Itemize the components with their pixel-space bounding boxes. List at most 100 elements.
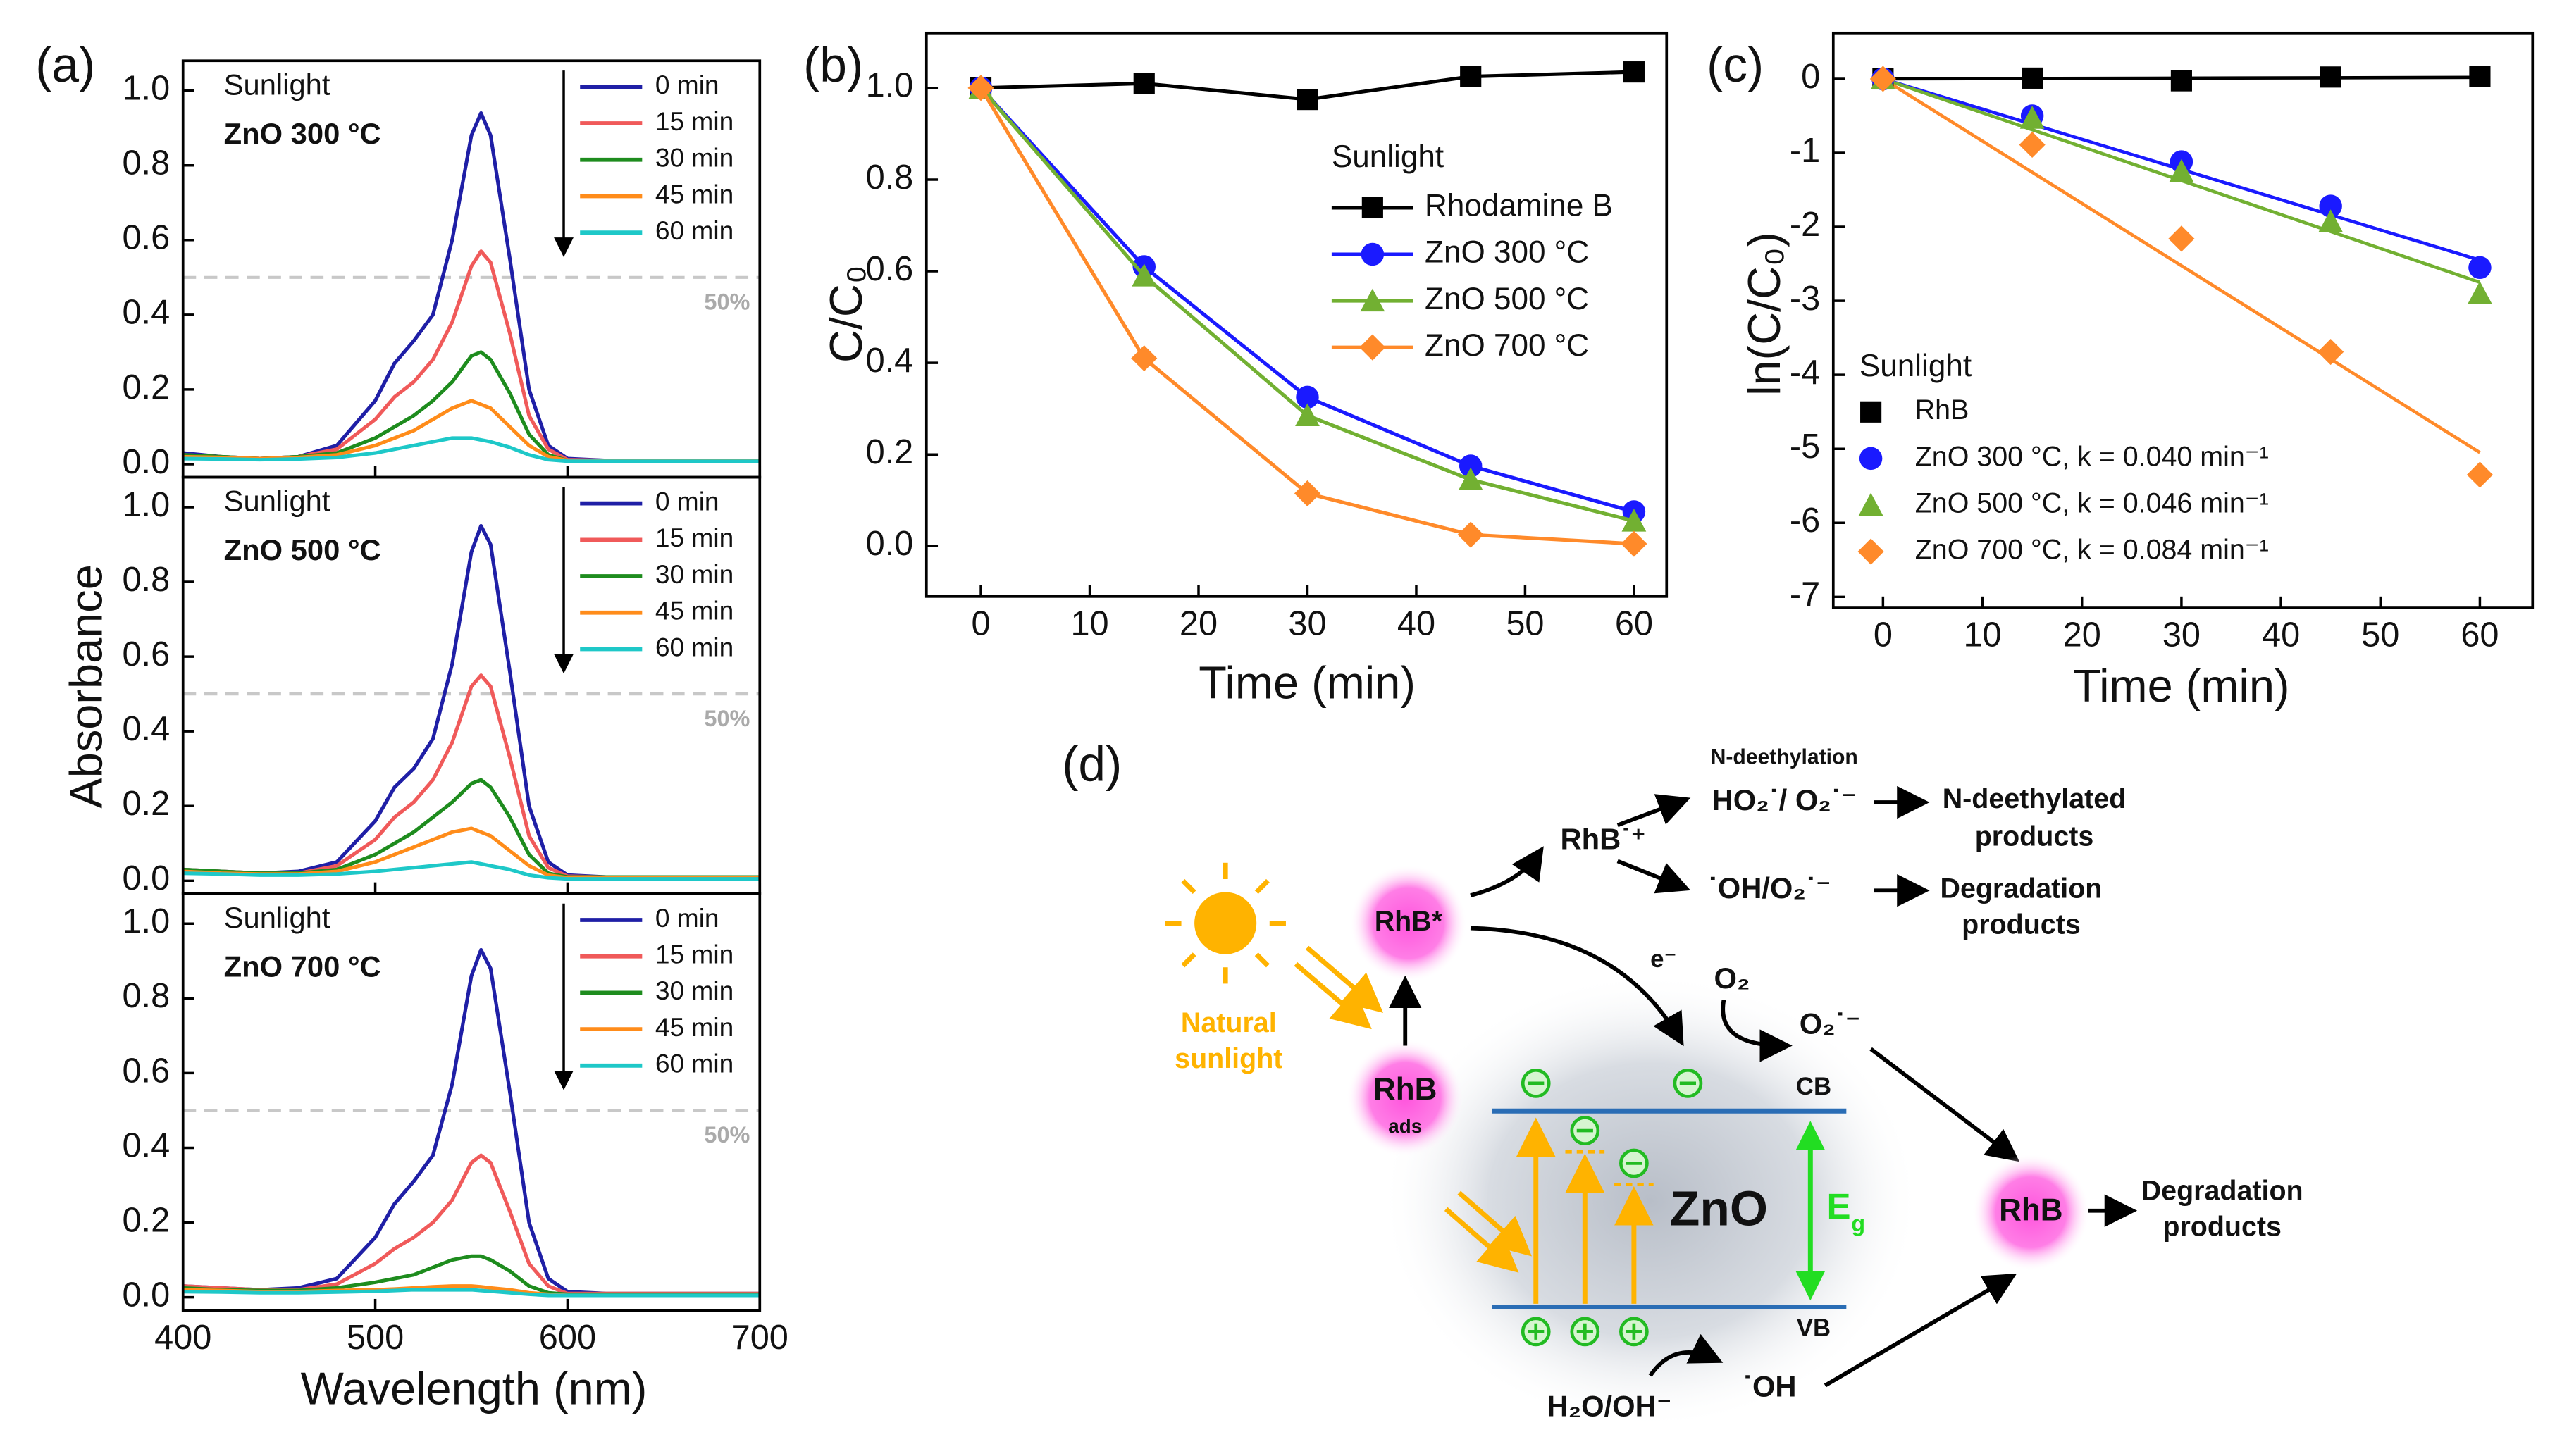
x-tick-label: 0 (1874, 616, 1893, 654)
y-tick-label: 0.4 (122, 710, 170, 748)
marker (1457, 521, 1484, 548)
legend-label: 45 min (655, 596, 734, 626)
charts: 50% 0.0 0.2 0.4 0.6 0.8 1.0 Absorbance (a) Sunlig… (35, 31, 2535, 1414)
arrow (1721, 1000, 1793, 1062)
product-label: Degradation (2141, 1176, 2303, 1207)
legend-label: 15 min (655, 106, 734, 136)
excitation (1444, 1117, 1654, 1304)
x-tick-label: 400 (154, 1319, 211, 1357)
light-arrow (1457, 1190, 1532, 1257)
legend-marker (1360, 288, 1385, 312)
annotation: Sunlight (224, 485, 330, 518)
y-tick-label: 0.6 (122, 1052, 170, 1090)
y-axis-label: Absorbance (61, 564, 112, 808)
x-tick-label: 40 (2262, 616, 2300, 654)
marker (2468, 281, 2492, 304)
marker (2022, 67, 2043, 89)
marker (1621, 530, 1647, 557)
arrow (1869, 1047, 2020, 1162)
zno-label: ZnO (1670, 1181, 1768, 1236)
rhb-star: RhB* (1375, 906, 1443, 937)
rhb-glow (1972, 1153, 2090, 1271)
y-tick-label: 0.6 (866, 250, 914, 288)
x-axis-label: Wavelength (nm) (301, 1362, 648, 1414)
hole-icon (1528, 1323, 1545, 1340)
y-tick-label: -3 (1790, 280, 1820, 318)
y-tick-label: 0.2 (866, 433, 914, 471)
arrow (1616, 794, 1691, 828)
y-tick-label: 0.2 (122, 368, 170, 406)
series-line (182, 1288, 760, 1298)
x-axis-label: Time (min) (2073, 660, 2290, 711)
marker (2469, 66, 2491, 87)
legend-title: Sunlight (1859, 349, 1972, 383)
rhb-ads-glow (1346, 1039, 1464, 1157)
y-tick-label: 1.0 (866, 67, 914, 105)
legend-marker (1857, 538, 1884, 565)
marker (2019, 106, 2045, 129)
sun-label: Natural (1181, 1007, 1277, 1038)
x-tick-label: 700 (731, 1319, 788, 1357)
x-tick-label: 40 (1397, 604, 1435, 642)
marker (1458, 467, 1483, 491)
y-axis-label: ln(C/C₀) (1738, 232, 1790, 395)
superoxide: O₂˙⁻ (1800, 1007, 1861, 1040)
y-tick-label: -5 (1790, 428, 1820, 466)
legend-label: 60 min (655, 216, 734, 245)
marker (1869, 66, 1896, 92)
sun-ray (1181, 878, 1196, 895)
annotation: ZnO 300 °C (224, 117, 381, 150)
x-tick-label: 30 (2162, 616, 2201, 654)
y-tick-label: 0.0 (122, 859, 170, 897)
sun (1165, 862, 1286, 984)
x-tick-label: 20 (2063, 616, 2101, 654)
y-tick-label: 0.2 (122, 785, 170, 823)
series-line (182, 1153, 760, 1295)
series-line (182, 826, 760, 880)
plot-frame (924, 31, 1669, 598)
species: HO₂˙/ O₂˙⁻ (1712, 783, 1857, 816)
light-arrow (1294, 962, 1372, 1030)
rhb-star-glow (1349, 864, 1468, 983)
product-label: products (2162, 1212, 2282, 1243)
annotation: Sunlight (224, 901, 330, 934)
x-tick-label: 10 (1070, 604, 1108, 642)
y-tick-label: -1 (1790, 132, 1820, 170)
oxygen: O₂ (1714, 962, 1750, 995)
marker (2169, 158, 2194, 182)
x-tick-label: 60 (2461, 616, 2499, 654)
rhb-ads-sub: ads (1388, 1115, 1422, 1137)
fit-line (1882, 77, 2481, 454)
sun-ray (1254, 878, 1270, 895)
y-tick-label: 0.8 (122, 977, 170, 1015)
band-gap: E (1827, 1186, 1851, 1226)
plot-frame (181, 892, 762, 1312)
marker (1133, 73, 1155, 94)
marker (1623, 61, 1645, 83)
arrow (1470, 846, 1544, 897)
legend-label: ZnO 700 °C (1425, 328, 1589, 363)
legend-label: 0 min (655, 903, 719, 933)
legend-label: ZnO 700 °C, k = 0.084 min⁻¹ (1915, 534, 2269, 565)
series-line (182, 399, 760, 463)
legend-marker (1859, 447, 1883, 471)
legend-marker (1860, 401, 1882, 423)
x-tick-label: 50 (1506, 604, 1544, 642)
x-axis-label: Time (min) (1199, 657, 1416, 709)
sun-ray (1181, 952, 1196, 968)
y-tick-label: -4 (1790, 354, 1820, 392)
y-tick-label: 0.6 (122, 635, 170, 673)
sun-label: sunlight (1175, 1043, 1282, 1074)
hole-icon (1576, 1323, 1593, 1340)
legend-marker (1858, 492, 1883, 516)
x-tick-label: 30 (1288, 604, 1326, 642)
y-tick-label: 1.0 (122, 70, 170, 108)
y-tick-label: 0.4 (122, 1126, 170, 1164)
y-tick-label: -2 (1790, 206, 1820, 244)
marker (2317, 339, 2344, 366)
annotation: ZnO 700 °C (224, 950, 381, 983)
y-tick-label: 0.0 (122, 1276, 170, 1314)
species: ˙OH/O₂˙⁻ (1708, 871, 1831, 904)
legend-label: 60 min (655, 632, 734, 661)
